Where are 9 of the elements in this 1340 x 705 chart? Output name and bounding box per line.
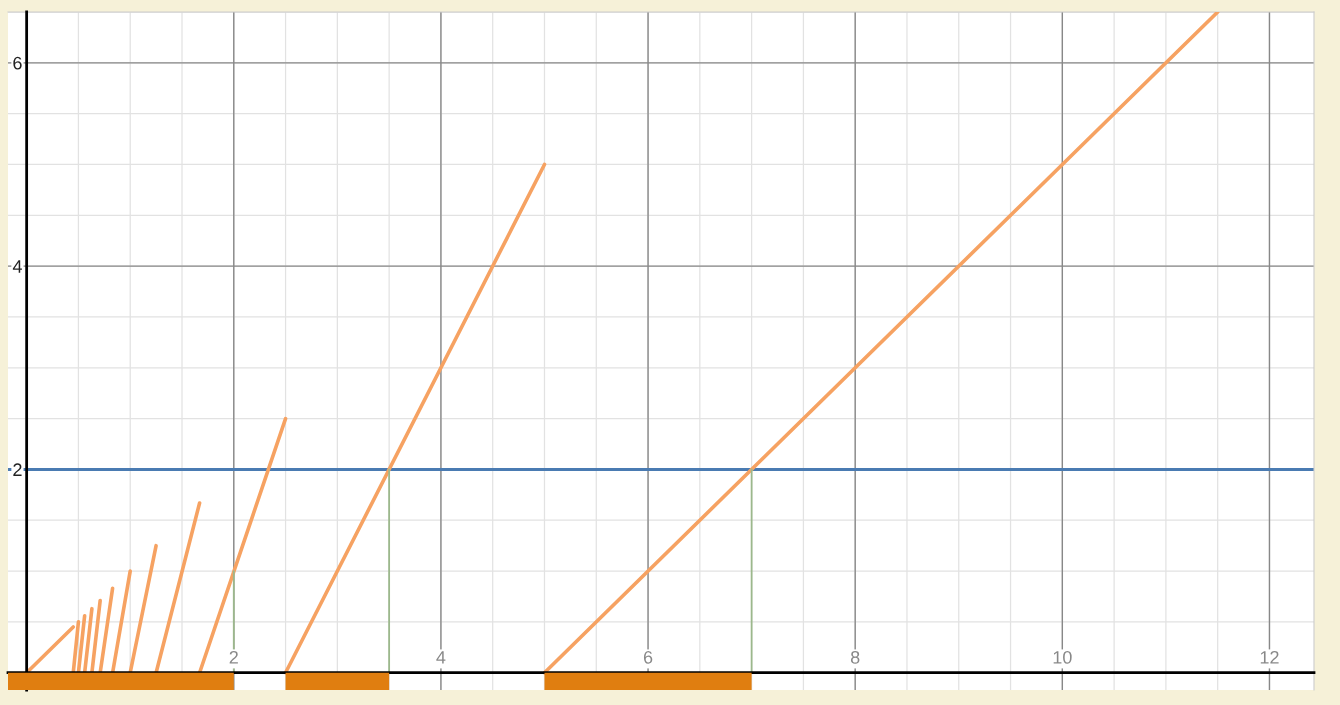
x-tick-label: 12: [1260, 650, 1279, 664]
x-tick-label: 10: [1053, 650, 1072, 664]
x-tick-label: 6: [643, 650, 653, 664]
y-tick-label: 4: [12, 260, 22, 273]
x-tick-label: 4: [436, 651, 446, 664]
y-tick-label: 6: [13, 56, 22, 70]
x-tick-label: 8: [850, 650, 860, 664]
x-tick-label: 2: [229, 650, 238, 664]
y-tick-label: 2: [13, 463, 22, 476]
